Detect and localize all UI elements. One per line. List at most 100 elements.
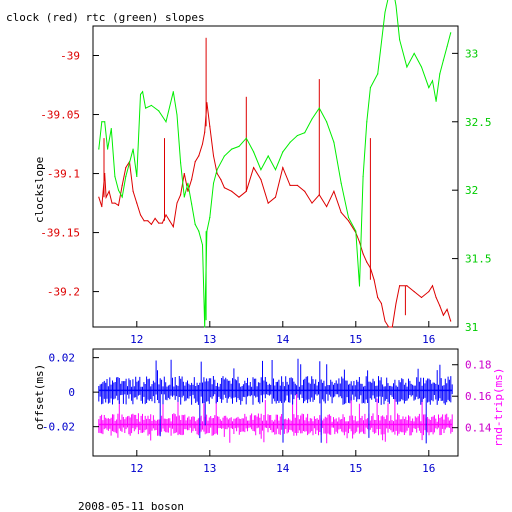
roundtrip-series xyxy=(98,392,453,444)
bottom-plot-frame xyxy=(92,348,459,457)
clock-point-39 xyxy=(238,196,240,198)
rtc-point-0 xyxy=(98,148,100,150)
rtc-point-68 xyxy=(442,59,444,61)
rtc-point-9 xyxy=(129,162,130,164)
top-left-tick-label-1: -39.05 xyxy=(40,109,80,122)
clock-point-25 xyxy=(183,173,185,174)
clock-point-31 xyxy=(204,131,206,133)
clock-point-2 xyxy=(104,173,106,174)
bottom-x-tick-label-1: 13 xyxy=(203,462,216,475)
rtc-point-42 xyxy=(296,135,298,136)
clock-point-47 xyxy=(296,184,298,186)
rtc-point-36 xyxy=(253,151,255,153)
clock-point-70 xyxy=(421,297,422,298)
rtc-slope-series xyxy=(98,0,452,328)
clock-point-22 xyxy=(172,226,174,228)
clock-point-29 xyxy=(198,155,200,157)
clock-point-26 xyxy=(187,190,189,192)
clock-point-4 xyxy=(108,190,110,192)
bottom-x-tick-label-3: 15 xyxy=(349,462,362,475)
clock-point-44 xyxy=(275,196,276,198)
clock-point-43 xyxy=(267,202,269,204)
clock-point-65 xyxy=(391,326,393,328)
bottom-right-tick-label-2: 0.14 xyxy=(465,422,492,435)
clock-point-53 xyxy=(340,212,342,213)
rtc-point-8 xyxy=(125,176,127,177)
rtc-point-31 xyxy=(216,169,218,171)
clock-point-16 xyxy=(150,223,152,225)
bottom-x-tick-label-4: 16 xyxy=(422,462,435,475)
rtc-point-54 xyxy=(369,87,371,89)
clock-point-24 xyxy=(180,194,182,196)
top-right-tick-label-1: 31.5 xyxy=(465,253,492,266)
rtc-point-67 xyxy=(439,73,441,75)
bottom-right-axis: 0.18 0.16 0.14 xyxy=(452,359,492,435)
clock-point-58 xyxy=(366,261,368,263)
rtc-point-7 xyxy=(121,196,123,198)
rtc-point-69 xyxy=(446,46,448,47)
rtc-point-38 xyxy=(267,155,269,157)
rtc-point-49 xyxy=(348,217,349,218)
rtc-point-22 xyxy=(187,182,189,184)
clock-point-60 xyxy=(373,279,375,281)
offset-axis-label: offset(ms) xyxy=(33,364,46,430)
rtc-point-50 xyxy=(355,230,357,232)
clock-point-52 xyxy=(333,190,335,192)
top-x-tick-label-4: 16 xyxy=(422,333,435,346)
bottom-panel: 0.02 0 -0.02 0.18 0.16 0.14 12 13 14 15 16 offse… xyxy=(33,348,505,475)
bottom-x-tick-label-2: 14 xyxy=(276,462,290,475)
rtc-point-40 xyxy=(282,151,284,153)
rtc-point-47 xyxy=(333,141,335,143)
clock-point-3 xyxy=(105,196,107,198)
rtc-point-11 xyxy=(136,176,138,177)
top-left-tick-label-0: -39 xyxy=(60,50,80,63)
rtc-point-41 xyxy=(289,141,291,143)
rtc-point-63 xyxy=(421,66,422,68)
bottom-left-axis: 0.02 0 -0.02 xyxy=(42,352,99,434)
rtc-point-56 xyxy=(384,11,386,13)
clock-point-68 xyxy=(406,285,408,287)
rtc-point-5 xyxy=(114,176,116,177)
rtc-point-27 xyxy=(204,326,206,328)
rtc-point-45 xyxy=(318,107,320,109)
clock-point-13 xyxy=(140,214,141,216)
rtc-point-48 xyxy=(340,182,342,184)
clock-point-54 xyxy=(348,220,349,222)
bottom-right-tick-label-0: 0.18 xyxy=(465,359,492,372)
clock-point-49 xyxy=(311,202,313,204)
rtc-point-1 xyxy=(101,121,103,123)
top-right-tick-label-2: 32 xyxy=(465,184,478,197)
clock-point-8 xyxy=(121,184,123,186)
top-plot-frame xyxy=(92,25,459,328)
bottom-left-tick-label-1: 0 xyxy=(68,386,75,399)
footer-label: 2008-05-11 boson xyxy=(78,500,184,512)
clock-point-5 xyxy=(111,202,113,204)
rtc-point-16 xyxy=(158,110,160,112)
bottom-x-axis: 12 13 14 15 16 xyxy=(130,450,435,475)
rtc-point-18 xyxy=(172,91,174,93)
clock-point-35 xyxy=(216,173,218,174)
chart-title: clock (red) rtc (green) slopes xyxy=(6,11,205,24)
clock-point-72 xyxy=(432,285,433,287)
rtc-point-33 xyxy=(231,148,233,150)
clock-point-34 xyxy=(213,155,214,157)
top-right-tick-label-3: 32.5 xyxy=(465,116,492,129)
clock-point-14 xyxy=(143,220,145,222)
rtc-point-66 xyxy=(435,100,437,102)
clock-point-63 xyxy=(384,320,386,322)
rtc-point-43 xyxy=(304,132,306,134)
clock-point-71 xyxy=(428,291,430,293)
top-right-tick-label-4: 33 xyxy=(465,47,478,60)
rtc-point-17 xyxy=(165,121,167,123)
clock-point-45 xyxy=(282,167,284,169)
rtc-point-35 xyxy=(245,137,247,139)
clock-point-1 xyxy=(101,206,103,208)
clock-point-30 xyxy=(202,143,203,145)
rtc-point-2 xyxy=(104,121,106,123)
rtc-point-4 xyxy=(110,128,112,130)
clock-point-46 xyxy=(289,184,291,186)
rtc-point-44 xyxy=(311,118,313,120)
rtc-point-29 xyxy=(209,217,211,218)
roundtrip-axis-label: rnd-trip(ms) xyxy=(492,368,505,447)
top-panel: -39 -39.05 -39.1 -39.15 -39.2 31 31.5 32 32.5 33… xyxy=(33,0,492,346)
